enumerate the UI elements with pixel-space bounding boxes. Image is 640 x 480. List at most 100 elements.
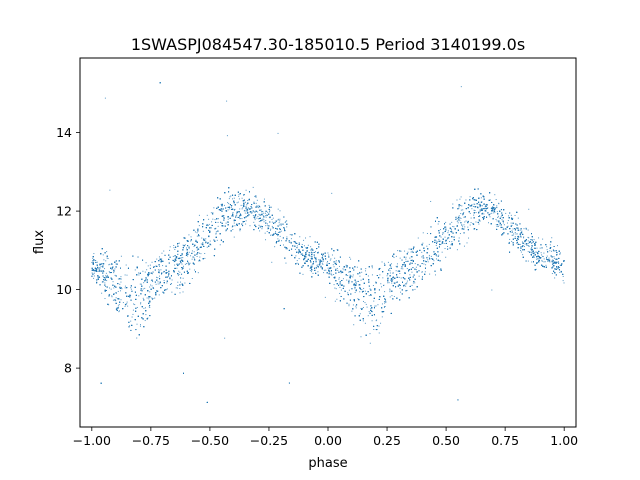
data-point [130,288,132,290]
data-point [150,279,152,281]
data-point [298,249,300,251]
data-point [458,215,460,217]
data-point [535,268,537,270]
data-point [286,236,288,238]
data-point [93,253,95,255]
data-point [436,255,438,257]
data-point [392,278,394,280]
data-point [269,229,271,231]
data-point [322,263,324,265]
data-point [309,267,311,269]
data-point [471,208,473,210]
data-point [459,204,461,206]
data-point [108,304,110,306]
data-point [355,289,357,291]
data-point [497,216,499,218]
data-point [348,271,350,273]
data-point [472,223,474,225]
data-point [144,320,146,322]
data-point [293,241,295,243]
data-point [386,275,388,277]
data-point [139,283,141,285]
data-point [277,231,279,233]
data-point [546,246,548,248]
data-point [400,291,402,293]
data-point [94,259,96,261]
data-point [236,214,238,216]
data-point [373,328,375,330]
data-point [391,279,393,281]
data-point [278,222,280,224]
data-point [138,295,140,297]
data-point [199,260,201,262]
data-point [104,282,106,284]
data-point [331,254,333,256]
data-point [439,229,441,231]
data-point [527,236,529,238]
data-point [366,306,368,308]
data-point [265,220,267,222]
data-point [149,306,151,308]
data-point [559,271,561,273]
data-point [159,283,161,285]
data-point [390,279,392,281]
data-point [109,263,111,265]
data-point [473,203,475,205]
data-point [149,286,151,288]
data-point [411,259,413,261]
data-point [232,229,234,231]
data-point [460,213,462,215]
data-point [465,220,467,222]
data-point [430,255,432,257]
data-point [198,260,200,262]
data-point [198,214,200,216]
data-point [541,259,543,261]
data-point [347,275,349,277]
data-point [520,246,522,248]
data-point [545,264,547,266]
data-point [256,217,258,219]
data-point [148,272,150,274]
data-point [310,271,312,273]
data-point [255,196,257,198]
data-point [200,243,202,245]
data-point [450,228,452,230]
data-point [472,205,474,207]
data-point [523,228,525,230]
data-point [394,283,396,285]
data-point [447,232,449,234]
data-point [511,230,513,232]
data-point [322,255,324,257]
data-point [552,259,554,261]
data-point [249,208,251,210]
data-point [481,201,483,203]
data-point [323,260,325,262]
data-point [277,238,279,240]
data-point [172,255,174,257]
data-point [430,200,432,202]
data-point [562,275,564,277]
data-point [414,263,416,265]
data-point [470,222,472,224]
data-point [369,342,371,344]
data-point [457,220,459,222]
data-point [404,250,406,252]
data-point [294,248,296,250]
data-point [375,329,377,331]
data-point [356,266,358,268]
data-point [307,244,309,246]
data-point [433,260,435,262]
data-point [130,287,132,289]
data-point [484,206,486,208]
data-point [382,277,384,279]
data-point [311,251,313,253]
data-point [286,226,288,228]
data-point [493,212,495,214]
data-point [460,217,462,219]
data-point [270,228,272,230]
data-point [140,303,142,305]
data-point [277,219,279,221]
data-point [540,252,542,254]
data-point [330,258,332,260]
data-point [435,258,437,260]
